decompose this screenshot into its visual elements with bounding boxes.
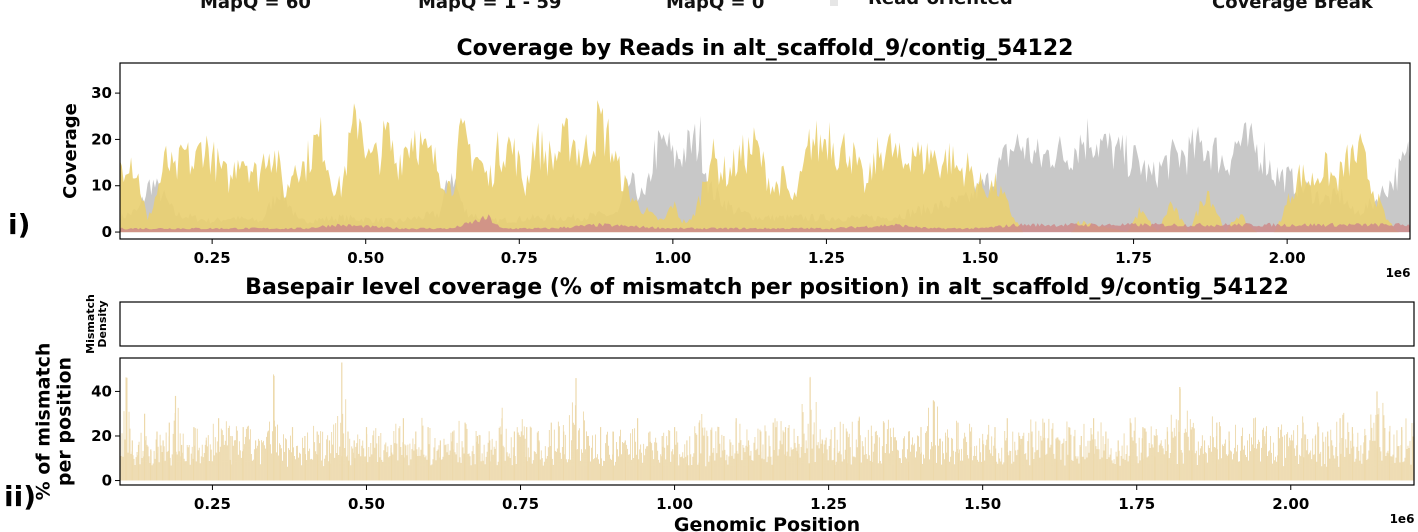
chart-title: Coverage by Reads in alt_scaffold_9/cont… (457, 36, 1074, 61)
series-mapq-1-59 (119, 74, 1411, 233)
legend-label-mapq0: MapQ = 0 (666, 0, 765, 13)
legend: MapQ = 60 MapQ = 1 - 59 MapQ = 0 Read-or… (0, 0, 1418, 13)
x-tick-label: 1.25 (808, 249, 845, 267)
spike-lines (119, 374, 1415, 481)
x-tick-label: 1.50 (961, 249, 998, 267)
mismatch-density-panel: Basepair level coverage (% of mismatch p… (84, 275, 1415, 354)
area-fill (120, 100, 1410, 233)
plot-frame (119, 357, 1415, 486)
legend-label-read-oriented: Read-oriented (868, 0, 1013, 9)
x-tick-label: 2.00 (1269, 249, 1306, 267)
x-tick-label: 1.25 (810, 495, 847, 513)
y-axis-label: Coverage (60, 103, 81, 199)
y-tick-label: 40 (91, 382, 112, 400)
y-tick-label: 0 (102, 472, 112, 490)
plot-frame (119, 62, 1411, 240)
x-tick-label: 1.00 (654, 249, 691, 267)
series-mapq-0 (120, 213, 1410, 233)
series--of-mismatch-per-position (119, 362, 1415, 481)
y-tick-label: 20 (91, 427, 112, 445)
panel-tag-top: i) (8, 208, 31, 241)
x-tick-label: 1.00 (656, 495, 693, 513)
chart-title: Basepair level coverage (% of mismatch p… (245, 275, 1289, 300)
y-axis-label: % of mismatchper position (33, 343, 76, 501)
x-tick-label: 1.75 (1115, 249, 1152, 267)
coverage-panel: Coverage by Reads in alt_scaffold_9/cont… (60, 36, 1411, 280)
area-fill (120, 214, 1410, 233)
x-tick-label: 0.50 (348, 495, 385, 513)
x-scale-label: 1e6 (1386, 266, 1411, 280)
x-tick-label: 0.25 (194, 249, 231, 267)
y-tick-label: 10 (91, 177, 112, 195)
x-tick-label: 2.00 (1272, 495, 1309, 513)
y-tick-label: 30 (91, 84, 112, 102)
panel-tag-bottom: ii) (4, 480, 36, 513)
x-tick-label: 0.75 (502, 495, 539, 513)
x-tick-label: 1.50 (964, 495, 1001, 513)
y-tick-label: 20 (91, 130, 112, 148)
x-tick-label: 0.50 (347, 249, 384, 267)
plot-frame (119, 301, 1415, 347)
mismatch-percent-panel: 0.25 0.50 0.75 1.00 1.25 1.50 1.75 2.00 1e6 0 20 40… (33, 343, 1415, 532)
legend-label-coverage-break: Coverage Break (1212, 0, 1373, 13)
x-scale-label: 1e6 (1390, 512, 1415, 526)
y-tick-label: 0 (102, 223, 112, 241)
y-axis-label: MismatchDensity (84, 294, 109, 354)
x-tick-label: 1.75 (1118, 495, 1155, 513)
legend-label-mapq60: MapQ = 60 (200, 0, 311, 13)
legend-label-mapq1-59: MapQ = 1 - 59 (418, 0, 562, 13)
x-tick-label: 0.75 (501, 249, 538, 267)
x-tick-label: 0.25 (194, 495, 231, 513)
x-axis-label: Genomic Position (674, 514, 860, 532)
legend-swatch-read-oriented (830, 0, 838, 6)
